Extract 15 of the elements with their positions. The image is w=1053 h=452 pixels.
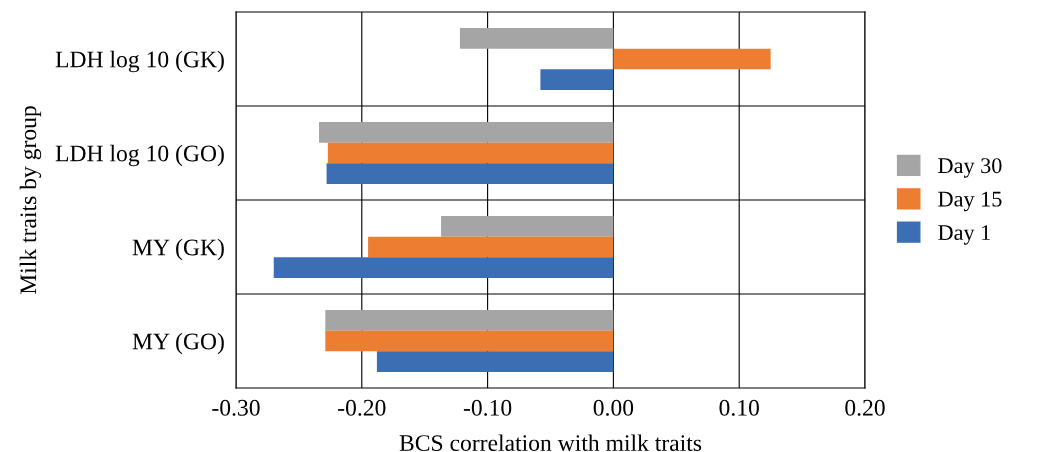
x-tick-label: 0.20 <box>845 399 885 416</box>
x-tick-label: -0.30 <box>212 399 260 416</box>
legend-label: Day 1 <box>938 225 990 245</box>
x-tick-label: -0.20 <box>338 399 386 416</box>
y-tick-label: LDH log 10 (GK) <box>55 50 224 73</box>
y-tick-label: LDH log 10 (GO) <box>55 144 224 167</box>
legend-label: Day 15 <box>938 191 1002 212</box>
y-tick-label: MY (GO) <box>132 332 224 355</box>
y-tick-label: MY (GK) <box>132 238 224 261</box>
x-tick-label: -0.10 <box>463 399 512 416</box>
y-axis-title: Milk traits by group <box>19 106 42 295</box>
legend-label: Day 30 <box>938 158 1002 178</box>
x-tick-label: 0.10 <box>719 399 759 416</box>
x-tick-label: 0.00 <box>593 399 634 416</box>
x-axis-title: BCS correlation with milk traits <box>399 434 702 452</box>
